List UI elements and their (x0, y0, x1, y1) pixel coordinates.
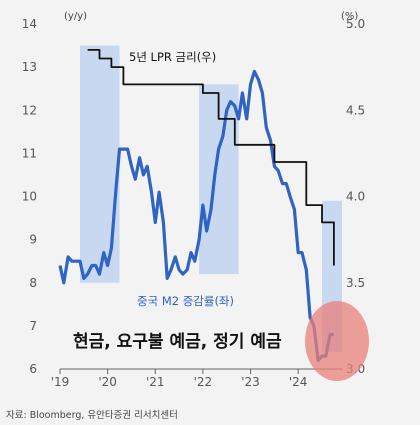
lpr-series-label: 5년 LPR 금리(우) (129, 50, 216, 64)
right-tick-label: 4.0 (346, 190, 365, 204)
lpr-rate-line (87, 49, 335, 266)
shaded-period-1 (80, 45, 120, 283)
x-tick-label: '20 (98, 375, 117, 389)
left-tick-label: 12 (22, 103, 37, 117)
left-axis-unit: (y/y) (64, 11, 87, 22)
m2-growth-line (58, 69, 334, 362)
x-tick-label: '19 (51, 375, 70, 389)
x-tick-label: '21 (146, 375, 165, 389)
chart-annotation: 현금, 요구불 예금, 정기 예금 (73, 332, 282, 352)
left-tick-label: 10 (22, 190, 37, 204)
left-tick-label: 11 (22, 146, 37, 160)
series (58, 49, 335, 362)
m2-series-label: 중국 M2 증감률(좌) (137, 294, 234, 308)
chart-source: 자료: Bloomberg, 유안타증권 리서치센터 (6, 409, 178, 421)
highlight-circle (305, 301, 369, 381)
right-axis-unit: (%) (341, 11, 358, 22)
left-tick-label: 14 (22, 17, 37, 31)
x-tick-label: '22 (194, 375, 213, 389)
labels: (y/y) (%) 5년 LPR 금리(우) 중국 M2 증감률(좌) 현금, 요구불 … (6, 11, 358, 421)
recent-low-highlight (305, 301, 369, 381)
left-tick-label: 13 (22, 60, 37, 74)
right-tick-label: 4.5 (346, 103, 365, 117)
left-tick-label: 9 (29, 233, 37, 247)
left-tick-label: 6 (29, 362, 37, 376)
right-tick-label: 3.5 (346, 276, 365, 290)
left-tick-label: 8 (29, 276, 37, 290)
x-tick-label: '23 (241, 375, 260, 389)
left-tick-label: 7 (29, 319, 37, 333)
axes: 678910111213143.03.54.04.55.0'19'20'21'2… (22, 17, 365, 389)
x-tick-label: '24 (289, 375, 308, 389)
right-tick-label: 5.0 (346, 17, 365, 31)
